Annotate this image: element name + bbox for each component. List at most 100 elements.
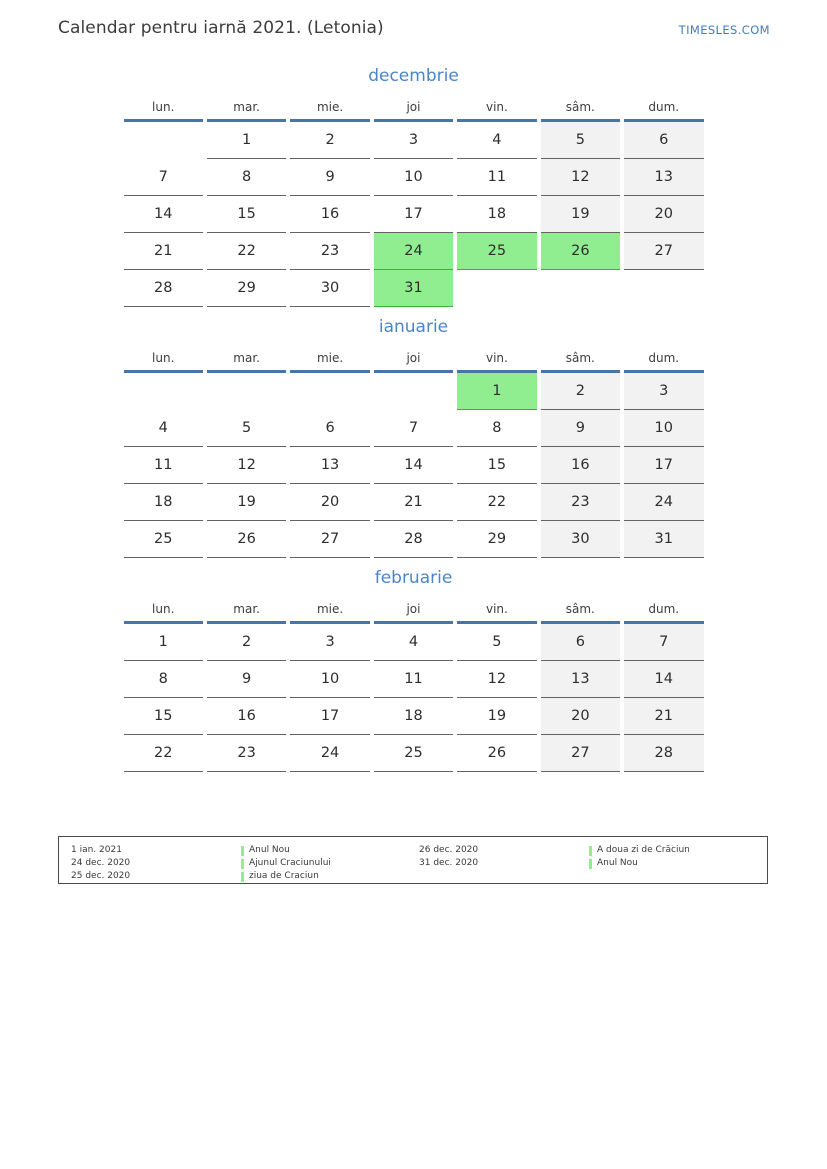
day-cell[interactable]: 20 bbox=[540, 698, 621, 735]
day-cell[interactable]: 2 bbox=[206, 624, 287, 661]
weekday-header-sâm: sâm. bbox=[540, 600, 621, 624]
brand-logo[interactable]: TIMESLES.COM bbox=[678, 23, 770, 37]
day-cell[interactable]: 13 bbox=[540, 661, 621, 698]
month-title: decembrie bbox=[368, 66, 459, 86]
day-cell[interactable]: 16 bbox=[206, 698, 287, 735]
day-cell-holiday[interactable]: 1 bbox=[457, 373, 537, 410]
day-cell[interactable]: 11 bbox=[123, 447, 203, 484]
day-cell[interactable]: 14 bbox=[624, 661, 704, 698]
day-cell[interactable]: 31 bbox=[624, 521, 704, 558]
day-cell[interactable]: 29 bbox=[457, 521, 537, 558]
day-cell[interactable]: 17 bbox=[373, 196, 454, 233]
day-cell[interactable]: 4 bbox=[123, 410, 203, 447]
day-cell[interactable]: 17 bbox=[624, 447, 704, 484]
day-cell[interactable]: 10 bbox=[624, 410, 704, 447]
day-cell[interactable]: 22 bbox=[123, 735, 203, 772]
day-cell[interactable]: 14 bbox=[373, 447, 454, 484]
day-cell[interactable]: 3 bbox=[624, 373, 704, 410]
day-cell[interactable]: 12 bbox=[540, 159, 621, 196]
day-cell[interactable]: 24 bbox=[290, 735, 370, 772]
day-cell[interactable]: 11 bbox=[457, 159, 537, 196]
day-cell[interactable]: 21 bbox=[624, 698, 704, 735]
day-cell[interactable]: 8 bbox=[457, 410, 537, 447]
day-cell[interactable]: 20 bbox=[290, 484, 370, 521]
day-cell[interactable]: 26 bbox=[206, 521, 287, 558]
day-cell[interactable]: 3 bbox=[290, 624, 370, 661]
day-cell[interactable]: 1 bbox=[206, 122, 287, 159]
day-cell[interactable]: 26 bbox=[457, 735, 537, 772]
day-cell[interactable]: 13 bbox=[624, 159, 704, 196]
day-cell[interactable]: 7 bbox=[624, 624, 704, 661]
day-cell[interactable]: 18 bbox=[373, 698, 454, 735]
day-cell[interactable]: 12 bbox=[457, 661, 537, 698]
day-cell-holiday[interactable]: 24 bbox=[373, 233, 454, 270]
day-cell[interactable]: 8 bbox=[206, 159, 287, 196]
day-cell[interactable]: 18 bbox=[457, 196, 537, 233]
day-cell[interactable]: 7 bbox=[123, 159, 203, 196]
day-cell[interactable]: 21 bbox=[373, 484, 454, 521]
day-cell[interactable]: 16 bbox=[540, 447, 621, 484]
day-cell[interactable]: 7 bbox=[373, 410, 454, 447]
day-cell[interactable]: 6 bbox=[540, 624, 621, 661]
day-cell[interactable]: 15 bbox=[457, 447, 537, 484]
day-cell[interactable]: 19 bbox=[206, 484, 287, 521]
day-cell[interactable]: 30 bbox=[290, 270, 370, 307]
legend-column: 26 dec. 2020 31 dec. 2020 A doua zi de Cră… bbox=[419, 844, 767, 883]
day-cell[interactable]: 21 bbox=[123, 233, 203, 270]
day-cell-holiday[interactable]: 31 bbox=[373, 270, 454, 307]
day-cell[interactable]: 23 bbox=[290, 233, 370, 270]
day-cell[interactable]: 30 bbox=[540, 521, 621, 558]
day-cell[interactable]: 14 bbox=[123, 196, 203, 233]
day-cell[interactable]: 25 bbox=[123, 521, 203, 558]
day-cell[interactable]: 10 bbox=[373, 159, 454, 196]
day-cell[interactable]: 23 bbox=[540, 484, 621, 521]
day-cell[interactable]: 29 bbox=[206, 270, 287, 307]
day-cell[interactable]: 23 bbox=[206, 735, 287, 772]
day-cell[interactable]: 5 bbox=[206, 410, 287, 447]
day-cell[interactable]: 1 bbox=[123, 624, 203, 661]
day-cell[interactable]: 27 bbox=[624, 233, 704, 270]
day-cell[interactable]: 19 bbox=[457, 698, 537, 735]
day-cell[interactable]: 8 bbox=[123, 661, 203, 698]
day-cell-holiday[interactable]: 25 bbox=[457, 233, 537, 270]
day-cell[interactable]: 20 bbox=[624, 196, 704, 233]
day-cell[interactable]: 22 bbox=[457, 484, 537, 521]
legend-box: 1 ian. 2021 24 dec. 2020 25 dec. 2020 Anul … bbox=[58, 836, 768, 884]
day-cell[interactable]: 5 bbox=[540, 122, 621, 159]
day-cell[interactable]: 2 bbox=[540, 373, 621, 410]
day-cell[interactable]: 27 bbox=[540, 735, 621, 772]
day-cell[interactable]: 27 bbox=[290, 521, 370, 558]
day-cell[interactable]: 4 bbox=[373, 624, 454, 661]
legend-holiday-name: Ajunul Craciunului bbox=[241, 857, 419, 870]
legend-holiday-name: Anul Nou bbox=[241, 844, 419, 857]
day-cell[interactable]: 17 bbox=[290, 698, 370, 735]
week-row: 21 22 23 24 25 26 27 bbox=[123, 233, 704, 270]
day-cell[interactable]: 10 bbox=[290, 661, 370, 698]
day-cell[interactable]: 18 bbox=[123, 484, 203, 521]
day-cell-holiday[interactable]: 26 bbox=[540, 233, 621, 270]
day-cell[interactable]: 9 bbox=[290, 159, 370, 196]
day-cell[interactable]: 13 bbox=[290, 447, 370, 484]
day-cell[interactable]: 9 bbox=[206, 661, 287, 698]
day-cell[interactable]: 28 bbox=[123, 270, 203, 307]
day-cell[interactable]: 28 bbox=[373, 521, 454, 558]
day-cell[interactable]: 9 bbox=[540, 410, 621, 447]
day-cell[interactable]: 15 bbox=[123, 698, 203, 735]
legend-date: 25 dec. 2020 bbox=[71, 871, 131, 881]
day-cell[interactable]: 6 bbox=[290, 410, 370, 447]
day-cell[interactable]: 19 bbox=[540, 196, 621, 233]
day-cell[interactable]: 22 bbox=[206, 233, 287, 270]
day-cell[interactable]: 2 bbox=[290, 122, 370, 159]
day-cell[interactable]: 5 bbox=[457, 624, 537, 661]
day-cell[interactable]: 28 bbox=[624, 735, 704, 772]
day-cell[interactable]: 24 bbox=[624, 484, 704, 521]
day-cell[interactable]: 11 bbox=[373, 661, 454, 698]
day-cell[interactable]: 15 bbox=[206, 196, 287, 233]
day-cell[interactable]: 3 bbox=[373, 122, 454, 159]
day-cell[interactable]: 4 bbox=[457, 122, 537, 159]
legend-holiday-label: A doua zi de Crăciun bbox=[597, 845, 690, 855]
day-cell[interactable]: 6 bbox=[624, 122, 704, 159]
day-cell[interactable]: 16 bbox=[290, 196, 370, 233]
day-cell[interactable]: 25 bbox=[373, 735, 454, 772]
day-cell[interactable]: 12 bbox=[206, 447, 287, 484]
